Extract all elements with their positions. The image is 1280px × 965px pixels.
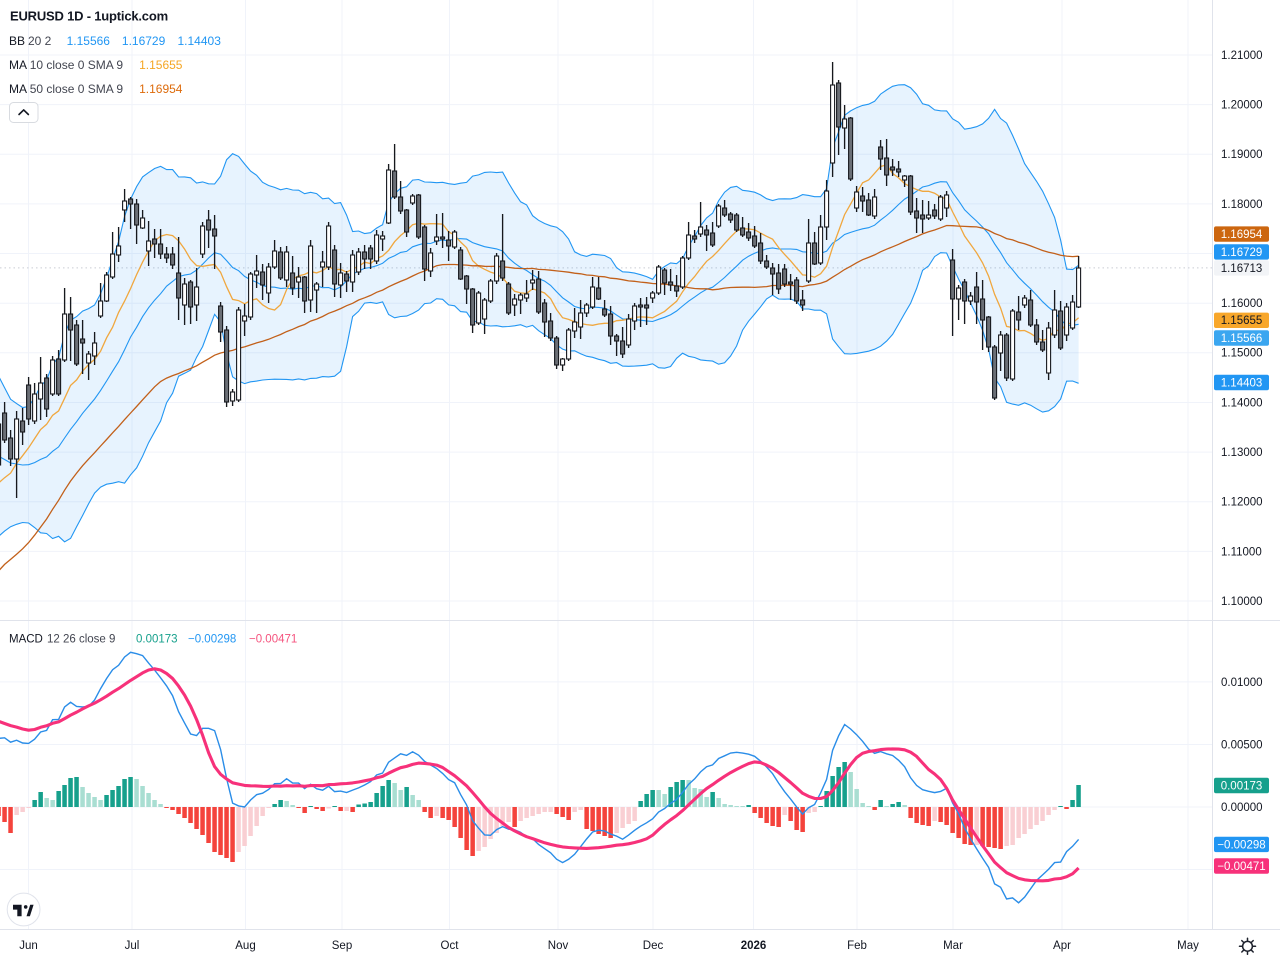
svg-text:Jul: Jul xyxy=(125,940,140,952)
svg-text:1.14403: 1.14403 xyxy=(178,34,222,48)
svg-text:−0.00298: −0.00298 xyxy=(1217,839,1265,851)
svg-text:−0.00471: −0.00471 xyxy=(1217,861,1265,873)
svg-text:−0.00298: −0.00298 xyxy=(188,634,236,646)
svg-text:12 26 close 9: 12 26 close 9 xyxy=(47,634,115,646)
svg-text:MACD: MACD xyxy=(9,634,43,646)
svg-text:1.15566: 1.15566 xyxy=(1221,333,1263,345)
svg-text:1.16713: 1.16713 xyxy=(1221,263,1263,275)
svg-text:MA: MA xyxy=(9,82,27,96)
svg-text:20 2: 20 2 xyxy=(28,34,52,48)
svg-text:−0.00471: −0.00471 xyxy=(249,634,297,646)
svg-text:1.18000: 1.18000 xyxy=(1221,199,1263,211)
svg-text:10 close 0 SMA 9: 10 close 0 SMA 9 xyxy=(30,58,124,72)
svg-text:Dec: Dec xyxy=(643,940,664,952)
svg-text:1.12000: 1.12000 xyxy=(1221,497,1263,509)
svg-text:Sep: Sep xyxy=(332,940,352,952)
svg-text:1.16729: 1.16729 xyxy=(122,34,166,48)
svg-text:1.11000: 1.11000 xyxy=(1221,546,1262,558)
svg-text:1.16729: 1.16729 xyxy=(1221,247,1263,259)
svg-text:Apr: Apr xyxy=(1053,940,1071,952)
svg-text:MA: MA xyxy=(9,58,27,72)
svg-text:Jun: Jun xyxy=(19,940,38,952)
svg-text:2026: 2026 xyxy=(741,940,767,952)
svg-text:Nov: Nov xyxy=(548,940,569,952)
svg-text:EURUSD 1D - 1uptick.com: EURUSD 1D - 1uptick.com xyxy=(10,9,168,24)
svg-text:May: May xyxy=(1177,940,1199,952)
svg-text:Aug: Aug xyxy=(235,940,255,952)
svg-text:1.19000: 1.19000 xyxy=(1221,149,1263,161)
svg-text:Mar: Mar xyxy=(943,940,963,952)
svg-text:1.14403: 1.14403 xyxy=(1221,377,1263,389)
svg-text:1.16954: 1.16954 xyxy=(1221,229,1263,241)
svg-text:1.16954: 1.16954 xyxy=(139,82,183,96)
svg-text:1.20000: 1.20000 xyxy=(1221,100,1263,112)
svg-text:0.00173: 0.00173 xyxy=(136,634,178,646)
svg-text:0.00500: 0.00500 xyxy=(1221,739,1263,751)
svg-text:1.15655: 1.15655 xyxy=(139,58,183,72)
svg-text:Oct: Oct xyxy=(441,940,460,952)
svg-text:1.16000: 1.16000 xyxy=(1221,298,1263,310)
svg-text:Feb: Feb xyxy=(847,940,867,952)
svg-text:50 close 0 SMA 9: 50 close 0 SMA 9 xyxy=(30,82,124,96)
svg-text:1.21000: 1.21000 xyxy=(1221,50,1263,62)
svg-text:0.00000: 0.00000 xyxy=(1221,802,1263,814)
svg-text:0.00173: 0.00173 xyxy=(1221,780,1263,792)
svg-text:1.10000: 1.10000 xyxy=(1221,596,1263,608)
svg-text:1.15000: 1.15000 xyxy=(1221,348,1263,360)
svg-text:BB: BB xyxy=(9,34,25,48)
svg-text:1.14000: 1.14000 xyxy=(1221,397,1263,409)
svg-text:1.13000: 1.13000 xyxy=(1221,447,1263,459)
svg-text:1.15655: 1.15655 xyxy=(1221,315,1263,327)
svg-text:1.15566: 1.15566 xyxy=(67,34,111,48)
svg-text:0.01000: 0.01000 xyxy=(1221,677,1263,689)
